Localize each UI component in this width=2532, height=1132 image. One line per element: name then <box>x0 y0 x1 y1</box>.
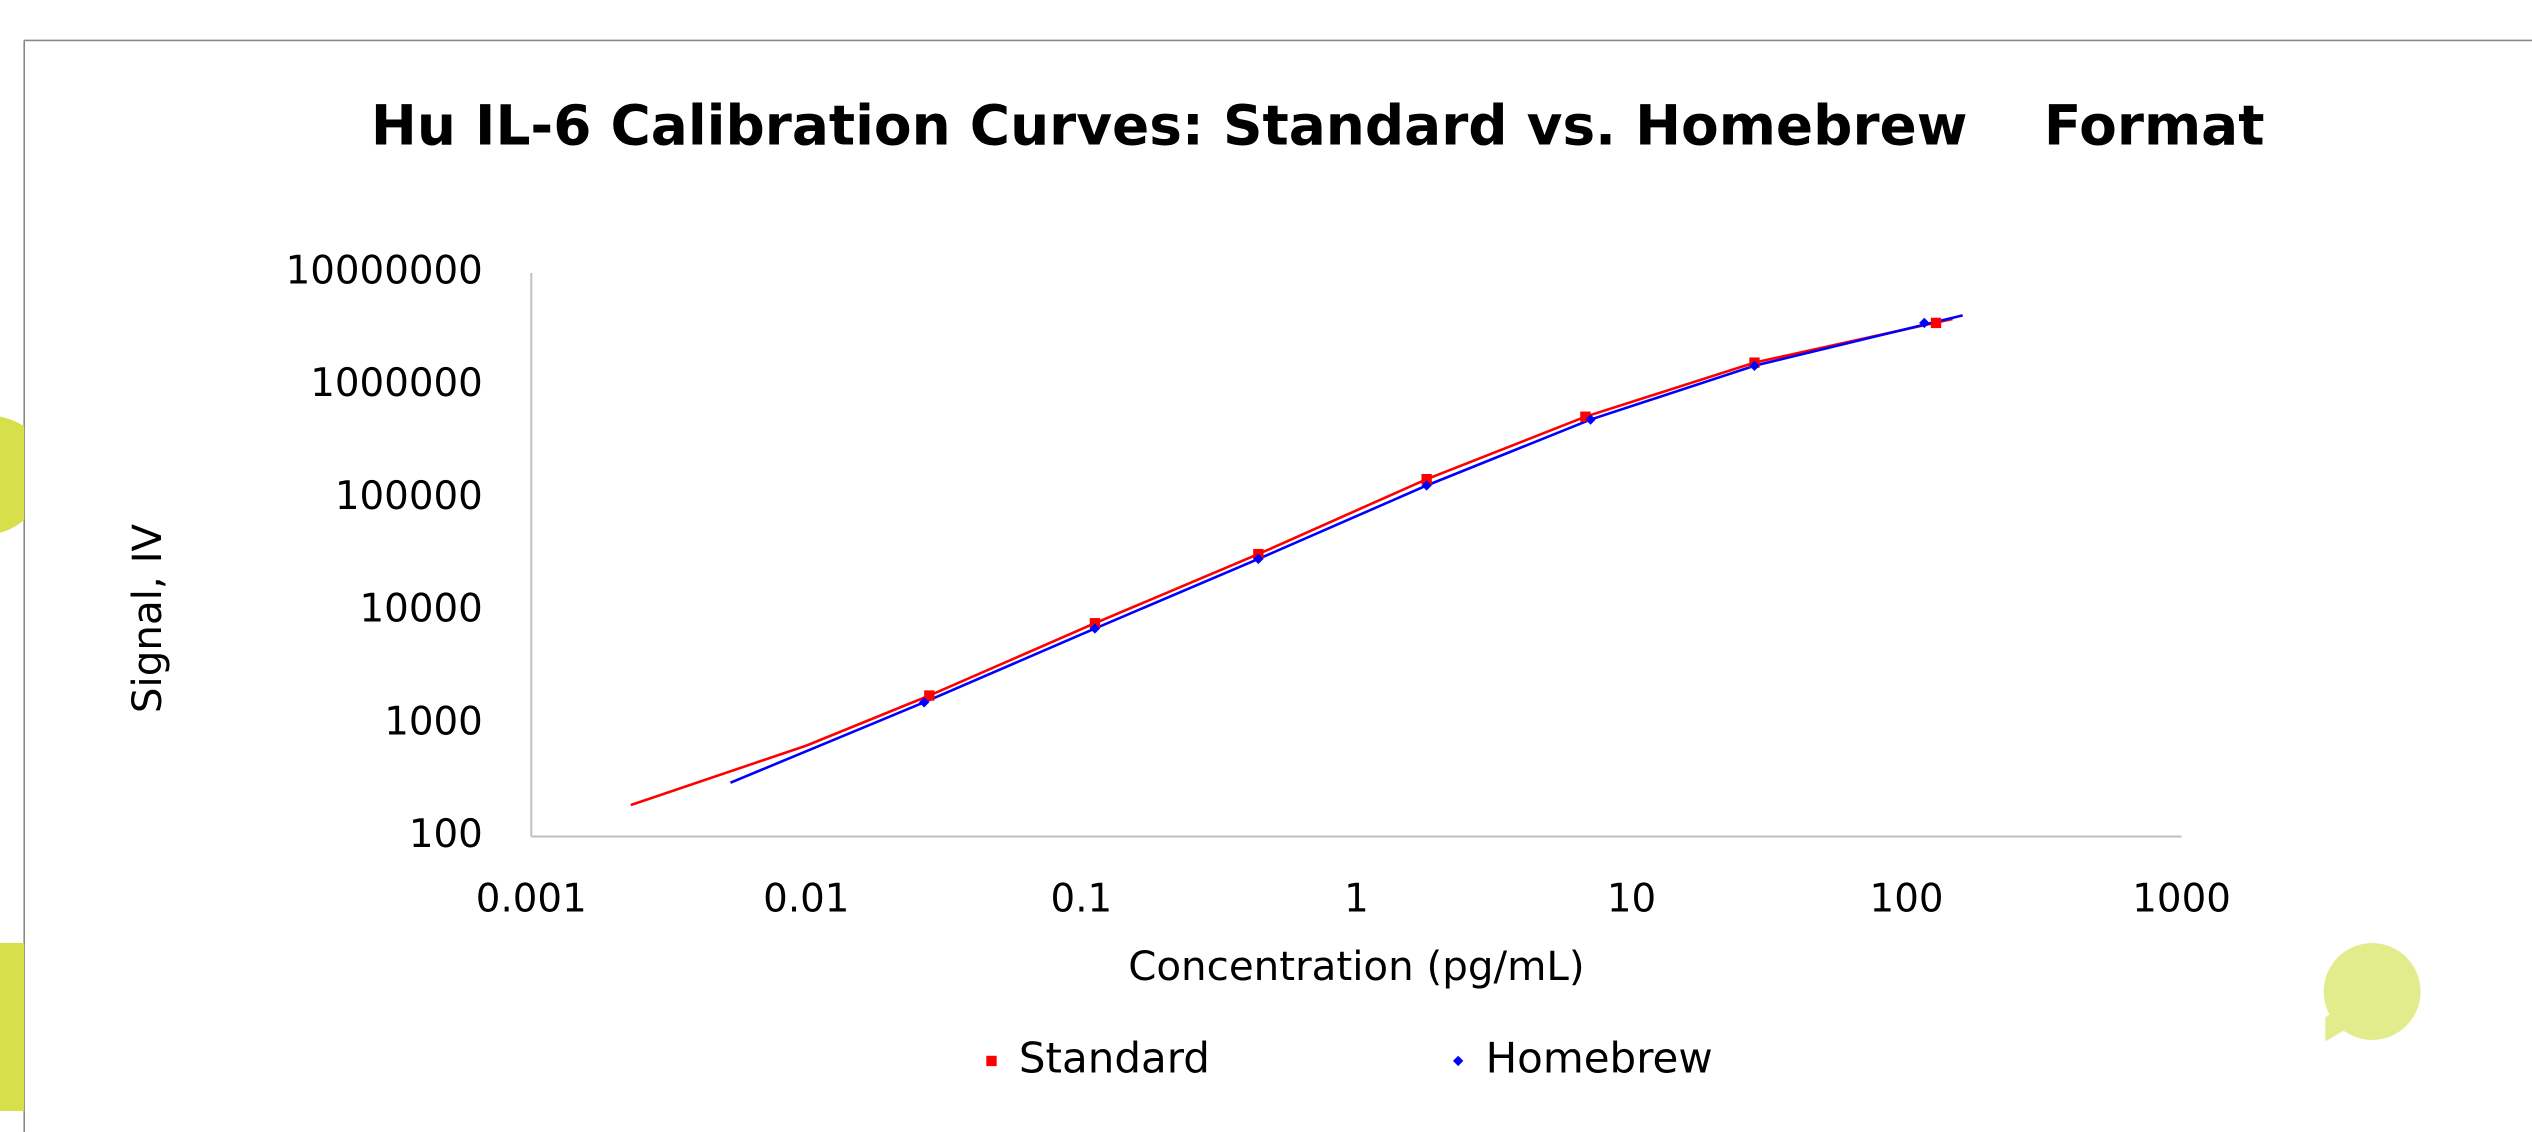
x-tick-label: 0.001 <box>476 877 587 922</box>
page: {"chart_data": { "type": "scatter", "tit… <box>0 0 2532 1132</box>
y-tick-label: 10000000 <box>286 248 483 293</box>
x-axis-title: Concentration (pg/mL) <box>1128 943 1584 990</box>
y-tick-label: 100 <box>409 812 483 857</box>
x-tick-label: 1000 <box>2132 877 2231 922</box>
x-tick-label: 100 <box>1870 877 1944 922</box>
legend-label: Homebrew <box>1486 1033 1713 1082</box>
x-tick-label: 10 <box>1607 877 1656 922</box>
x-tick-label: 0.01 <box>763 877 849 922</box>
y-axis-title: Signal, IV <box>124 524 171 714</box>
decor-block <box>0 943 24 1111</box>
legend-marker <box>986 1056 996 1066</box>
legend-label: Standard <box>1019 1033 1210 1082</box>
y-tick-label: 1000 <box>384 699 483 744</box>
y-tick-label: 100000 <box>335 474 483 519</box>
chart-title: Hu IL-6 Calibration Curves: Standard vs.… <box>371 93 2265 157</box>
y-tick-label: 10000 <box>360 587 483 632</box>
point <box>1931 318 1941 328</box>
x-tick-label: 1 <box>1344 877 1369 922</box>
y-tick-label: 1000000 <box>310 361 483 406</box>
decor-circle <box>0 417 24 533</box>
chart: Hu IL-6 Calibration Curves: Standard vs.… <box>0 0 2532 1132</box>
x-tick-label: 0.1 <box>1051 877 1113 922</box>
